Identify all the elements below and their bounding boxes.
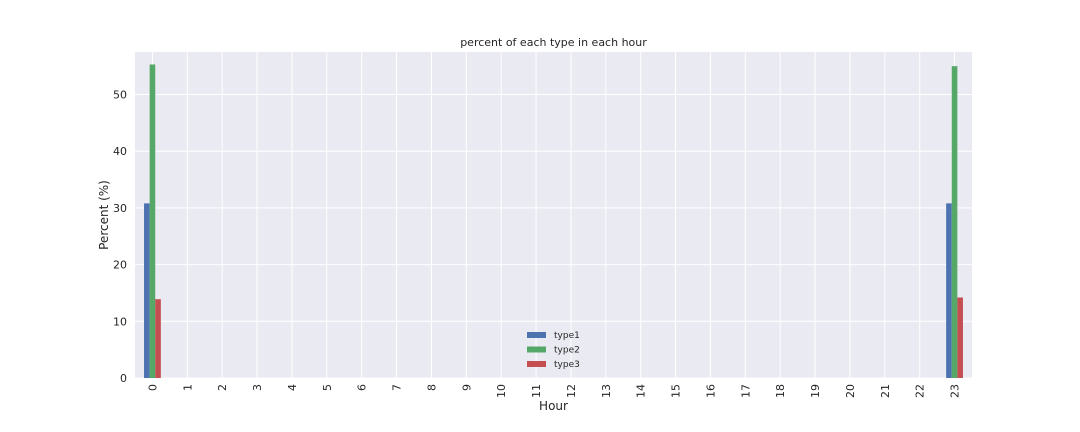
legend-label-type2: type2 bbox=[554, 346, 580, 356]
bar-type2-hour-23 bbox=[951, 66, 958, 378]
plot-background bbox=[135, 52, 972, 378]
y-tick-label: 50 bbox=[113, 89, 127, 102]
x-tick-label: 22 bbox=[914, 384, 927, 398]
x-tick-label: 8 bbox=[425, 384, 438, 391]
y-tick-label: 40 bbox=[113, 145, 127, 158]
x-tick-label: 16 bbox=[704, 384, 717, 398]
y-tick-label: 20 bbox=[113, 259, 127, 272]
bar-type1-hour-23 bbox=[946, 203, 952, 378]
x-tick-label: 1 bbox=[181, 384, 194, 391]
x-tick-label: 15 bbox=[670, 384, 683, 398]
legend-swatch-type1 bbox=[527, 332, 546, 338]
x-tick-label: 14 bbox=[635, 384, 648, 398]
bar-type2-hour-0 bbox=[149, 64, 156, 378]
x-tick-label: 13 bbox=[600, 384, 613, 398]
bar-type1-hour-0 bbox=[144, 203, 150, 378]
bar-type3-hour-23 bbox=[957, 297, 963, 378]
x-tick-label: 18 bbox=[774, 384, 787, 398]
x-tick-label: 5 bbox=[321, 384, 334, 391]
x-tick-label: 0 bbox=[146, 384, 159, 391]
grid-lines bbox=[135, 52, 972, 379]
y-tick-label: 30 bbox=[113, 202, 127, 215]
x-tick-label: 20 bbox=[844, 384, 857, 398]
x-tick-label: 10 bbox=[495, 384, 508, 398]
x-tick-label: 12 bbox=[565, 384, 578, 398]
bars bbox=[144, 64, 963, 378]
x-tick-label: 21 bbox=[879, 384, 892, 398]
x-tick-label: 7 bbox=[391, 384, 404, 391]
legend-swatch-type3 bbox=[527, 361, 546, 367]
legend: type1 type2 type3 bbox=[527, 331, 580, 370]
legend-label-type3: type3 bbox=[554, 360, 580, 370]
x-tick-label: 6 bbox=[356, 384, 369, 391]
legend-label-type1: type1 bbox=[554, 331, 580, 341]
y-tick-label: 0 bbox=[120, 372, 127, 385]
x-tick-label: 3 bbox=[251, 384, 264, 391]
x-tick-label: 19 bbox=[809, 384, 822, 398]
legend-swatch-type2 bbox=[527, 346, 546, 353]
x-tick-label: 11 bbox=[530, 384, 543, 398]
x-tick-label: 9 bbox=[460, 384, 473, 391]
chart-title: percent of each type in each hour bbox=[460, 36, 647, 49]
y-tick-labels: 0 10 20 30 40 50 bbox=[113, 89, 127, 385]
x-axis-label: Hour bbox=[539, 399, 568, 413]
x-tick-label: 23 bbox=[949, 384, 962, 398]
x-tick-label: 2 bbox=[216, 384, 229, 391]
x-tick-labels: 0 1 2 3 4 5 6 7 8 9 10 11 12 13 14 15 16 17 18 19 20 21 22 23 bbox=[146, 384, 961, 398]
y-tick-label: 10 bbox=[113, 315, 127, 328]
bar-type3-hour-0 bbox=[155, 299, 161, 378]
x-tick-label: 17 bbox=[739, 384, 752, 398]
x-tick-label: 4 bbox=[286, 384, 299, 391]
y-axis-label: Percent (%) bbox=[97, 180, 111, 250]
